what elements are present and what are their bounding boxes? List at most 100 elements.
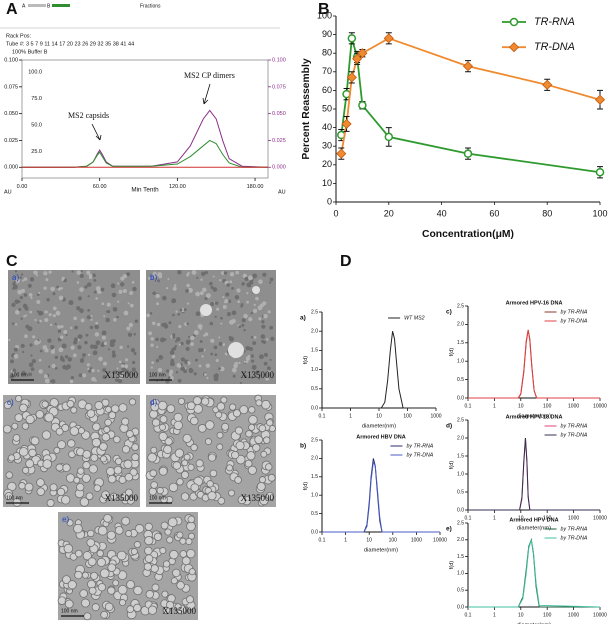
particle [187, 271, 190, 275]
micrograph-label: b) [150, 273, 157, 282]
x-tick-label: 0.1 [465, 403, 472, 409]
annotation-arrow [202, 83, 211, 105]
particle [217, 497, 226, 505]
particle [190, 483, 200, 492]
particle [224, 352, 228, 356]
particle [94, 379, 97, 382]
particle [62, 463, 71, 473]
particle [103, 426, 111, 434]
particle [123, 310, 129, 316]
particle [197, 424, 207, 433]
x-tick-label: 1 [493, 515, 496, 521]
particle [41, 400, 49, 408]
particle [172, 286, 177, 291]
y-axis-label: f(d) [449, 348, 455, 357]
particle [233, 363, 238, 369]
particle [43, 271, 48, 276]
y-tick-label: 0.000 [4, 165, 18, 171]
particle [247, 354, 251, 358]
particle [84, 340, 88, 345]
particle [112, 579, 120, 587]
particle [29, 310, 33, 314]
particle [259, 355, 262, 359]
particle [43, 286, 47, 290]
particle [213, 374, 217, 378]
particle [18, 447, 29, 457]
particle [65, 333, 68, 337]
particle [44, 412, 55, 423]
plot-frame [21, 59, 269, 179]
particle [153, 532, 163, 541]
particle [133, 541, 141, 549]
particle [57, 287, 62, 291]
particle [263, 361, 268, 366]
y-tick-label: 2.0 [311, 456, 318, 462]
particle [152, 321, 156, 326]
x-tick-label: 40 [437, 208, 447, 218]
particle [156, 345, 159, 348]
particle [48, 270, 52, 274]
particle [50, 349, 56, 354]
particle [205, 420, 215, 430]
particle [30, 296, 33, 299]
particle [258, 279, 263, 284]
particle [151, 583, 160, 592]
particle [229, 403, 237, 411]
particle [159, 547, 167, 555]
marker [509, 17, 519, 27]
y-tick-label: 1.5 [457, 340, 464, 346]
particle [260, 334, 266, 339]
particle [57, 329, 62, 333]
particle [30, 436, 40, 446]
particle [99, 442, 108, 451]
particle [74, 325, 79, 330]
particle [12, 497, 22, 507]
particle [248, 415, 258, 425]
particle [55, 310, 61, 316]
y-tick-label: 0.0 [457, 507, 464, 513]
particle [261, 324, 266, 329]
particle [95, 321, 99, 325]
marker [462, 61, 474, 72]
marker [463, 149, 473, 158]
particle [229, 280, 233, 284]
y-tick-label: 0.050 [4, 111, 18, 117]
particle [241, 318, 246, 323]
particle [149, 409, 159, 419]
particle [113, 317, 117, 322]
particle [144, 522, 153, 531]
particle [198, 364, 202, 368]
particle [116, 315, 119, 319]
particle [237, 495, 247, 505]
particle [131, 367, 136, 372]
particle [165, 600, 175, 610]
particle [170, 577, 178, 585]
particle [25, 459, 35, 468]
particle [18, 308, 22, 312]
legend-label: by TR-RNA [561, 526, 588, 532]
particle [106, 466, 116, 476]
particle [32, 335, 36, 339]
particle [250, 359, 255, 363]
particle [231, 310, 237, 316]
particle [77, 334, 83, 340]
x-tick-label: 60 [489, 208, 499, 218]
particle [111, 353, 117, 358]
particle [91, 273, 96, 278]
particle [157, 279, 160, 283]
particle [93, 290, 97, 294]
y-tick-label: 2.0 [457, 537, 464, 543]
particle [93, 278, 97, 282]
particle [159, 423, 167, 431]
particle [180, 341, 184, 346]
particle [15, 394, 23, 403]
particle [77, 345, 82, 350]
particle [262, 301, 267, 306]
data-line [22, 139, 268, 168]
particle [76, 270, 82, 275]
particle [260, 450, 268, 458]
particle [43, 374, 48, 379]
x-axis-label: diameter(nm) [364, 548, 398, 554]
particle [12, 284, 18, 290]
